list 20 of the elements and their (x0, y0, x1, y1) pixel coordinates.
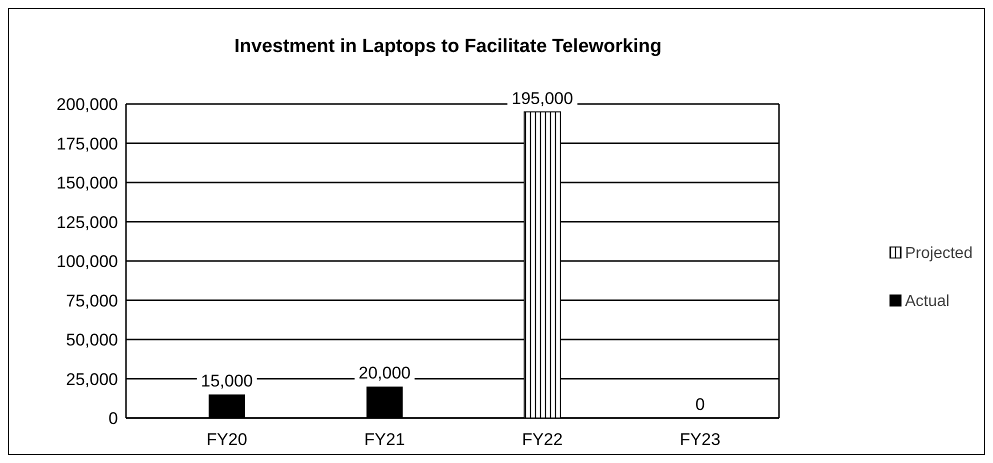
y-tick-label: 25,000 (66, 370, 118, 389)
data-label: 0 (695, 395, 705, 414)
y-tick-label: 50,000 (66, 330, 118, 350)
y-tick-label: 75,000 (66, 291, 118, 310)
y-tick-label: 125,000 (56, 212, 118, 232)
legend-label: Projected (905, 245, 973, 262)
data-label: 195,000 (512, 88, 574, 108)
data-label: 15,000 (200, 371, 253, 390)
x-tick-label: FY20 (206, 430, 248, 449)
y-tick-label: 0 (108, 409, 118, 428)
x-tick-label: FY22 (522, 430, 563, 449)
y-tick-label: 100,000 (56, 252, 118, 271)
chart-title: Investment in Laptops to Facilitate Teleworking (234, 36, 662, 57)
y-tick-label: 150,000 (56, 174, 118, 192)
y-tick-label: 175,000 (56, 134, 118, 154)
x-tick-label: FY21 (364, 430, 405, 449)
data-label: 20,000 (358, 364, 411, 383)
x-tick-label: FY23 (680, 430, 720, 449)
legend-label: Actual (905, 293, 950, 310)
y-tick-label: 200,000 (56, 95, 118, 114)
